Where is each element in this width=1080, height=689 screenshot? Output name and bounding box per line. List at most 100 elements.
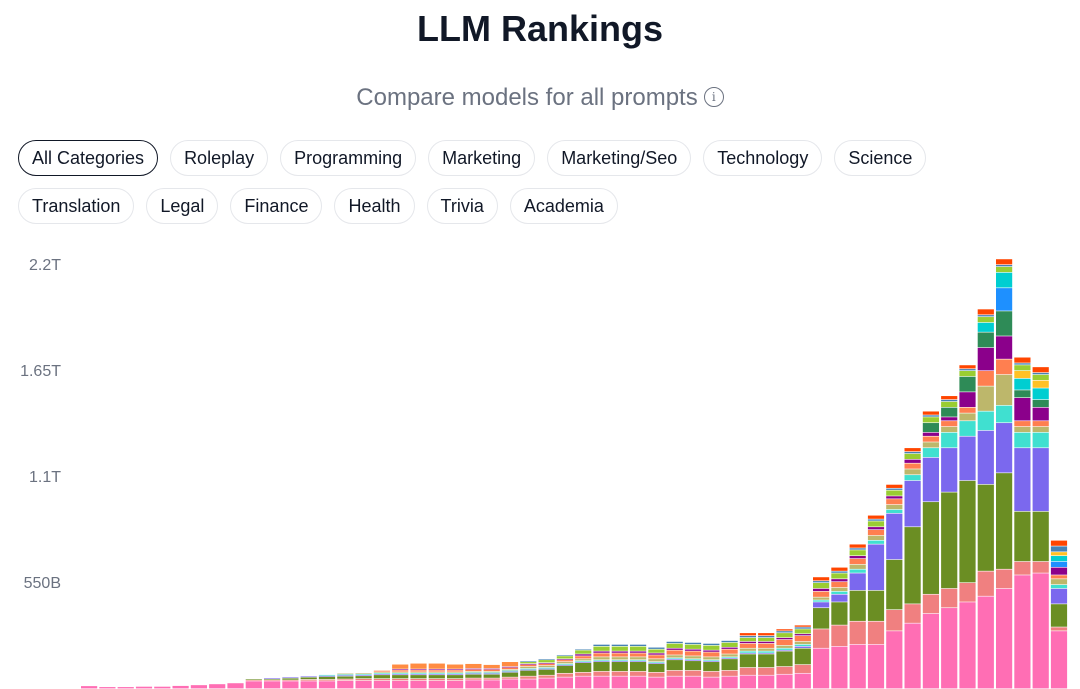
bar-segment[interactable] — [977, 371, 994, 386]
chip-academia[interactable]: Academia — [509, 188, 618, 224]
bar-segment[interactable] — [813, 648, 830, 689]
bar-segment[interactable] — [977, 315, 994, 317]
bar-segment[interactable] — [630, 676, 647, 689]
bar-segment[interactable] — [776, 645, 793, 648]
bar-segment[interactable] — [630, 651, 647, 653]
bar-segment[interactable] — [611, 651, 628, 653]
bar-segment[interactable] — [813, 588, 830, 592]
bar-segment[interactable] — [300, 679, 317, 681]
bar-segment[interactable] — [1014, 448, 1031, 512]
bar-segment[interactable] — [373, 673, 390, 674]
bar-segment[interactable] — [465, 673, 482, 675]
bar-segment[interactable] — [282, 678, 299, 680]
bar-segment[interactable] — [904, 453, 921, 460]
bar-segment[interactable] — [703, 671, 720, 677]
bar-segment[interactable] — [1032, 372, 1049, 375]
bar-segment[interactable] — [501, 669, 519, 671]
bar-segment[interactable] — [465, 663, 482, 669]
bar-segment[interactable] — [318, 676, 336, 680]
bar-segment[interactable] — [575, 661, 592, 662]
bar-segment[interactable] — [392, 675, 409, 679]
bar-segment[interactable] — [867, 530, 885, 536]
bar-segment[interactable] — [611, 676, 628, 689]
bar-segment[interactable] — [575, 656, 592, 659]
bar-segment[interactable] — [556, 662, 573, 664]
bar-segment[interactable] — [1050, 552, 1068, 556]
bar-segment[interactable] — [1050, 567, 1068, 575]
bar-segment[interactable] — [556, 673, 573, 677]
bar-segment[interactable] — [556, 663, 573, 665]
bar-segment[interactable] — [776, 666, 793, 674]
bar-segment[interactable] — [959, 602, 976, 689]
bar-segment[interactable] — [556, 664, 573, 666]
bar-segment[interactable] — [739, 653, 756, 654]
bar-segment[interactable] — [611, 653, 628, 657]
bar-segment[interactable] — [1032, 388, 1049, 400]
bar-segment[interactable] — [666, 641, 683, 644]
bar-segment[interactable] — [520, 676, 537, 679]
bar-segment[interactable] — [611, 646, 628, 651]
bar-segment[interactable] — [867, 535, 885, 540]
bar-segment[interactable] — [264, 678, 281, 679]
bar-segment[interactable] — [1032, 407, 1049, 421]
bar-segment[interactable] — [721, 642, 738, 647]
bar-segment[interactable] — [959, 376, 976, 392]
bar-segment[interactable] — [959, 413, 976, 421]
bar-segment[interactable] — [996, 473, 1013, 569]
bar-segment[interactable] — [959, 436, 976, 481]
bar-segment[interactable] — [593, 676, 610, 689]
bar-segment[interactable] — [813, 597, 830, 600]
bar-segment[interactable] — [1032, 561, 1049, 573]
bar-segment[interactable] — [337, 675, 354, 677]
bar-segment[interactable] — [831, 567, 848, 571]
bar-segment[interactable] — [849, 590, 866, 621]
bar-segment[interactable] — [1032, 374, 1049, 381]
bar-segment[interactable] — [465, 674, 482, 678]
bar-segment[interactable] — [666, 650, 683, 655]
bar-segment[interactable] — [684, 649, 702, 651]
bar-segment[interactable] — [611, 644, 628, 646]
bar-segment[interactable] — [520, 662, 537, 664]
bar-segment[interactable] — [520, 663, 537, 665]
bar-segment[interactable] — [721, 654, 738, 657]
bar-segment[interactable] — [1014, 378, 1031, 390]
bar-segment[interactable] — [1014, 511, 1031, 562]
bar-segment[interactable] — [318, 674, 336, 676]
chip-roleplay[interactable]: Roleplay — [170, 140, 269, 176]
bar-segment[interactable] — [886, 496, 903, 499]
bar-segment[interactable] — [813, 602, 830, 608]
bar-segment[interactable] — [1014, 561, 1031, 575]
bar-segment[interactable] — [1032, 426, 1049, 433]
bar-segment[interactable] — [703, 643, 720, 646]
bar-segment[interactable] — [996, 311, 1013, 336]
bar-segment[interactable] — [611, 671, 628, 676]
bar-segment[interactable] — [977, 430, 994, 485]
bar-segment[interactable] — [977, 571, 994, 596]
bar-segment[interactable] — [392, 674, 409, 675]
bar-segment[interactable] — [593, 644, 610, 646]
bar-segment[interactable] — [355, 680, 372, 689]
bar-segment[interactable] — [154, 686, 171, 689]
bar-segment[interactable] — [135, 686, 153, 689]
bar-segment[interactable] — [758, 667, 775, 675]
bar-segment[interactable] — [739, 654, 756, 668]
bar-segment[interactable] — [776, 648, 793, 650]
bar-segment[interactable] — [520, 679, 537, 689]
bar-segment[interactable] — [575, 662, 592, 673]
bar-segment[interactable] — [1050, 631, 1068, 689]
bar-segment[interactable] — [373, 674, 390, 675]
bar-segment[interactable] — [373, 675, 390, 679]
bar-segment[interactable] — [703, 660, 720, 661]
bar-segment[interactable] — [648, 677, 665, 689]
bar-segment[interactable] — [300, 681, 317, 689]
bar-segment[interactable] — [758, 654, 775, 668]
bar-segment[interactable] — [447, 673, 464, 674]
bar-segment[interactable] — [428, 663, 445, 669]
bar-segment[interactable] — [941, 448, 958, 492]
bar-segment[interactable] — [392, 680, 409, 689]
bar-segment[interactable] — [538, 660, 555, 663]
bar-segment[interactable] — [611, 661, 628, 662]
bar-segment[interactable] — [666, 670, 683, 676]
bar-segment[interactable] — [538, 663, 555, 666]
bar-segment[interactable] — [337, 679, 354, 681]
